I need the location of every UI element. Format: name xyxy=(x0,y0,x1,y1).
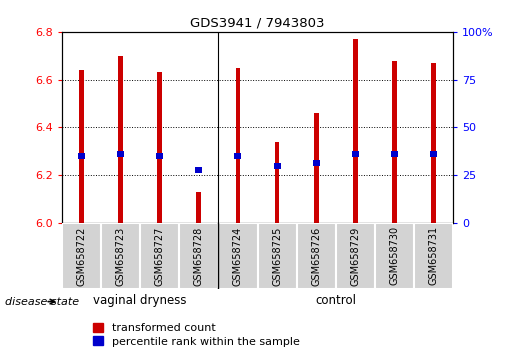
Text: GSM658729: GSM658729 xyxy=(350,226,360,286)
Bar xyxy=(140,223,179,289)
Bar xyxy=(195,167,202,173)
Bar xyxy=(62,223,101,289)
Legend: transformed count, percentile rank within the sample: transformed count, percentile rank withi… xyxy=(93,323,300,347)
Bar xyxy=(392,61,397,223)
Bar xyxy=(157,73,162,223)
Text: GSM658725: GSM658725 xyxy=(272,226,282,286)
Bar xyxy=(218,223,258,289)
Bar xyxy=(314,113,319,223)
Bar xyxy=(274,142,280,223)
Bar xyxy=(391,151,398,157)
Bar xyxy=(375,223,414,289)
Bar xyxy=(297,223,336,289)
Bar xyxy=(235,68,241,223)
Bar xyxy=(78,153,85,159)
Bar xyxy=(79,70,84,223)
Bar xyxy=(352,151,359,157)
Bar xyxy=(117,151,124,157)
Bar xyxy=(156,153,163,159)
Text: GSM658724: GSM658724 xyxy=(233,226,243,286)
Text: disease state: disease state xyxy=(5,297,79,307)
Text: GSM658730: GSM658730 xyxy=(389,226,400,285)
Bar xyxy=(258,223,297,289)
Text: GSM658728: GSM658728 xyxy=(194,226,204,286)
Text: GSM658731: GSM658731 xyxy=(428,226,439,285)
Bar xyxy=(353,39,358,223)
Bar xyxy=(196,192,201,223)
Text: GSM658722: GSM658722 xyxy=(76,226,87,286)
Bar xyxy=(313,160,320,166)
Bar xyxy=(430,151,437,157)
Bar xyxy=(431,63,436,223)
Bar xyxy=(179,223,218,289)
Text: GSM658726: GSM658726 xyxy=(311,226,321,286)
Bar xyxy=(414,223,453,289)
Text: vaginal dryness: vaginal dryness xyxy=(93,295,187,307)
Bar xyxy=(336,223,375,289)
Bar xyxy=(273,163,281,169)
Text: GSM658727: GSM658727 xyxy=(154,226,165,286)
Bar xyxy=(118,56,123,223)
Text: control: control xyxy=(315,295,356,307)
Bar xyxy=(234,153,242,159)
Text: GSM658723: GSM658723 xyxy=(115,226,126,286)
Bar xyxy=(101,223,140,289)
Title: GDS3941 / 7943803: GDS3941 / 7943803 xyxy=(190,16,325,29)
